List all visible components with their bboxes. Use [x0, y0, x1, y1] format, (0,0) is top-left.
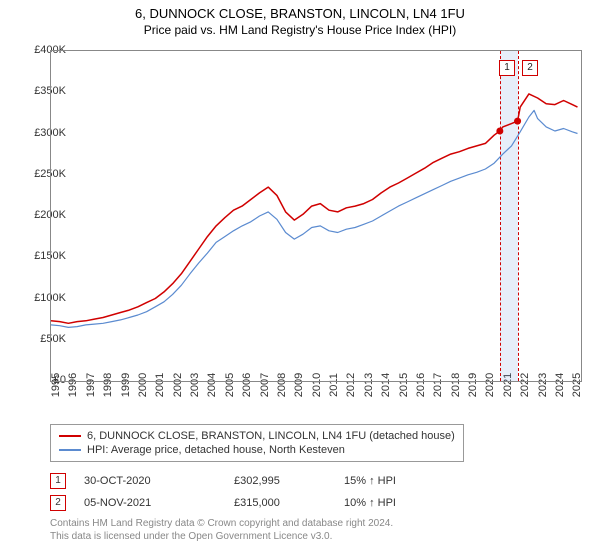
legend-label: 6, DUNNOCK CLOSE, BRANSTON, LINCOLN, LN4…: [87, 430, 455, 442]
legend-swatch: [59, 435, 81, 437]
chart-plot-area: [50, 50, 582, 382]
sale-date: 05-NOV-2021: [84, 497, 234, 509]
sales-table: 1 30-OCT-2020 £302,995 15% ↑ HPI 2 05-NO…: [50, 470, 454, 514]
sale-date: 30-OCT-2020: [84, 475, 234, 487]
footer-line: This data is licensed under the Open Gov…: [50, 531, 393, 544]
attribution-footer: Contains HM Land Registry data © Crown c…: [50, 518, 393, 543]
chart-subtitle: Price paid vs. HM Land Registry's House …: [0, 21, 600, 37]
legend-item: HPI: Average price, detached house, Nort…: [59, 443, 455, 457]
sale-marker-badge: 1: [499, 60, 515, 76]
sale-price: £302,995: [234, 475, 344, 487]
sale-hpi-diff: 15% ↑ HPI: [344, 475, 454, 487]
legend-label: HPI: Average price, detached house, Nort…: [87, 444, 345, 456]
sale-marker-badge: 2: [522, 60, 538, 76]
line-chart-svg: [51, 51, 581, 381]
sale-marker-badge: 1: [50, 473, 66, 489]
legend-swatch: [59, 449, 81, 451]
footer-line: Contains HM Land Registry data © Crown c…: [50, 518, 393, 531]
sale-price: £315,000: [234, 497, 344, 509]
sale-hpi-diff: 10% ↑ HPI: [344, 497, 454, 509]
table-row: 2 05-NOV-2021 £315,000 10% ↑ HPI: [50, 492, 454, 514]
legend-item: 6, DUNNOCK CLOSE, BRANSTON, LINCOLN, LN4…: [59, 429, 455, 443]
chart-title: 6, DUNNOCK CLOSE, BRANSTON, LINCOLN, LN4…: [0, 0, 600, 21]
table-row: 1 30-OCT-2020 £302,995 15% ↑ HPI: [50, 470, 454, 492]
legend: 6, DUNNOCK CLOSE, BRANSTON, LINCOLN, LN4…: [50, 424, 464, 462]
sale-marker-badge: 2: [50, 495, 66, 511]
